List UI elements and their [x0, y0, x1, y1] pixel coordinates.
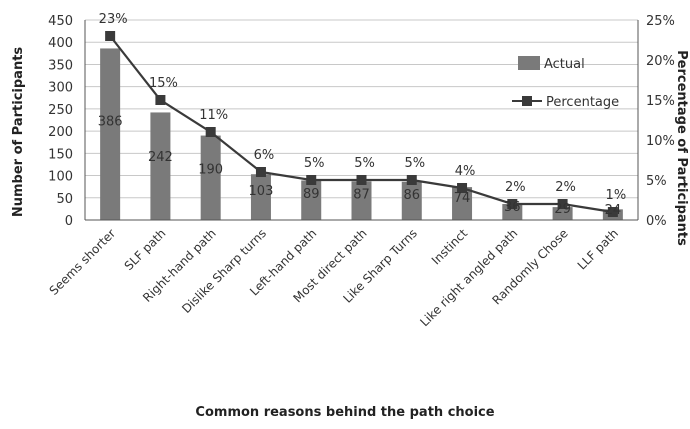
line-data-label: 5%: [354, 156, 375, 171]
y-tick-label: 200: [48, 125, 73, 140]
y2-tick-label: 15%: [646, 94, 675, 109]
bar-data-label: 87: [353, 188, 370, 203]
bar: [401, 181, 422, 220]
legend-label-percentage: Percentage: [546, 95, 619, 110]
x-tick-label: Dislike Sharp turns: [179, 226, 269, 316]
line-point: [607, 207, 618, 217]
bar-data-label: 86: [403, 188, 420, 203]
line-data-label: 1%: [606, 188, 627, 203]
line-data-label: 11%: [199, 108, 228, 123]
x-tick-label: LLF path: [575, 226, 621, 272]
y-tick-label: 350: [48, 58, 73, 73]
bar: [150, 112, 171, 220]
bar-series: [100, 48, 623, 220]
y-tick-label: 50: [56, 192, 73, 207]
line-data-label: 5%: [304, 156, 325, 171]
bar-data-label: 190: [198, 163, 223, 178]
legend-swatch-actual: [518, 56, 540, 70]
bar: [552, 207, 573, 220]
line-series: [105, 31, 618, 217]
line-point: [406, 175, 417, 185]
x-axis-title: Common reasons behind the path choice: [195, 405, 494, 420]
bar-data-label: 29: [554, 202, 571, 217]
line-point: [205, 127, 216, 137]
y2-tick-label: 5%: [646, 174, 667, 189]
legend-label-actual: Actual: [544, 57, 585, 72]
line-point: [356, 175, 367, 185]
line-data-label: 2%: [505, 180, 526, 195]
bar-data-label: 89: [303, 187, 320, 202]
line-data-labels: 23% 15% 11% 6% 5% 5% 5% 4% 2% 2% 1%: [99, 12, 626, 203]
bar-data-label: 74: [454, 191, 471, 206]
bar-data-label: 242: [148, 150, 173, 165]
line-data-label: 6%: [254, 148, 275, 163]
x-tick-label: Instinct: [429, 226, 470, 267]
line-point: [255, 167, 266, 177]
line-data-label: 2%: [555, 180, 576, 195]
bar: [200, 135, 221, 220]
x-tick-label: Seems shorter: [47, 226, 119, 298]
y-tick-label: 250: [48, 103, 73, 118]
line-data-label: 4%: [455, 164, 476, 179]
line-point: [155, 95, 166, 105]
y2-tick-label: 25%: [646, 14, 675, 29]
y-tick-label: 150: [48, 147, 73, 162]
y2-axis-title: Percentage of Participants: [674, 50, 689, 246]
bar-data-label: 386: [98, 115, 123, 130]
legend: Actual Percentage: [512, 56, 619, 110]
y-axis-right: 0% 5% 10% 15% 20% 25%: [637, 14, 675, 229]
y-tick-label: 450: [48, 14, 73, 29]
x-tick-label: Like right angled path: [417, 226, 520, 329]
y-axis-title: Number of Participants: [11, 47, 26, 218]
y-tick-label: 0: [65, 214, 73, 229]
line-point: [457, 183, 468, 193]
line-point: [105, 31, 116, 41]
bar: [351, 181, 372, 220]
bar: [250, 174, 271, 220]
bar-data-label: 36: [504, 200, 521, 215]
y-tick-label: 400: [48, 36, 73, 51]
legend-marker-percentage: [522, 96, 532, 106]
line-data-label: 5%: [404, 156, 425, 171]
line-data-label: 15%: [149, 76, 178, 91]
gridlines: [85, 19, 638, 221]
bar: [452, 187, 473, 220]
bar: [301, 180, 322, 220]
y-axis-left: 0 50 100 150 200 250 300 350 400 450: [48, 14, 86, 229]
y2-tick-label: 20%: [646, 54, 675, 69]
y-tick-label: 300: [48, 81, 73, 96]
line-point: [507, 199, 518, 209]
y2-tick-label: 0%: [646, 214, 667, 229]
line-data-label: 23%: [99, 12, 128, 27]
line-point: [306, 175, 317, 185]
line-point: [557, 199, 568, 209]
bar-data-label: 24: [605, 203, 622, 218]
bar-data-labels: 386 242 190 103 89 87 86 74 36 29 24: [98, 115, 621, 218]
bar-data-label: 103: [249, 184, 274, 199]
bar: [100, 48, 121, 220]
x-tick-label: SLF path: [122, 226, 169, 273]
y-tick-label: 100: [48, 170, 73, 185]
y2-tick-label: 10%: [646, 134, 675, 149]
